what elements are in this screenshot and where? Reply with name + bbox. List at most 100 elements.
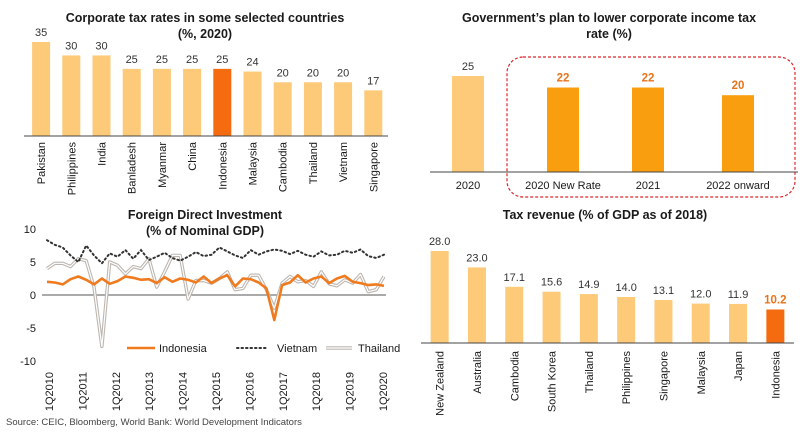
bar-thailand bbox=[303, 82, 322, 136]
x-tick-1q2017: 1Q2017 bbox=[278, 372, 290, 411]
bar-philippines bbox=[62, 55, 81, 136]
corporate-tax-chart: Corporate tax rates in some selected cou… bbox=[24, 11, 388, 195]
value-label-singapore: 13.1 bbox=[653, 285, 674, 297]
value-label-philippines: 14.0 bbox=[615, 282, 636, 294]
value-label-indonesia: 25 bbox=[216, 54, 228, 66]
category-label-south-korea: South Korea bbox=[547, 350, 559, 412]
chart2-title-line1: Government’s plan to lower corporate inc… bbox=[462, 11, 756, 25]
category-label-singapore: Singapore bbox=[658, 351, 670, 401]
bar-cambodia bbox=[505, 286, 524, 343]
bar-banladesh bbox=[122, 68, 141, 136]
value-label-2020-new-rate: 22 bbox=[557, 73, 570, 85]
bar-india bbox=[92, 55, 111, 136]
chart2-title-line2: rate (%) bbox=[586, 27, 632, 41]
bar-myanmar bbox=[152, 68, 171, 136]
value-label-south-korea: 15.6 bbox=[541, 277, 562, 289]
y-tick-0: 0 bbox=[30, 290, 36, 302]
x-tick-1q2016: 1Q2016 bbox=[244, 372, 256, 411]
category-label-japan: Japan bbox=[733, 351, 745, 381]
bar-indonesia bbox=[213, 68, 232, 136]
value-label-cambodia: 17.1 bbox=[504, 272, 525, 284]
category-label-singapore: Singapore bbox=[368, 142, 380, 192]
category-label-vietnam: Vietnam bbox=[338, 142, 350, 182]
category-label-pakistan: Pakistan bbox=[36, 142, 48, 184]
series-line-indonesia bbox=[46, 273, 385, 322]
category-label-2022-onward: 2022 onward bbox=[706, 180, 770, 192]
x-tick-1q2011: 1Q2011 bbox=[77, 372, 89, 410]
value-label-banladesh: 25 bbox=[126, 54, 138, 66]
value-label-2021: 22 bbox=[642, 73, 655, 85]
value-label-2020: 25 bbox=[462, 61, 474, 73]
tax-revenue-chart: Tax revenue (% of GDP as of 2018) 28.0 Ne… bbox=[421, 208, 794, 416]
bar-singapore bbox=[654, 299, 673, 343]
x-tick-1q2014: 1Q2014 bbox=[178, 372, 190, 411]
category-label-china: China bbox=[187, 141, 199, 171]
x-tick-1q2018: 1Q2018 bbox=[311, 372, 323, 411]
fdi-chart: Foreign Direct Investment (% of Nominal … bbox=[20, 208, 400, 411]
category-label-indonesia: Indonesia bbox=[217, 141, 229, 190]
value-label-philippines: 30 bbox=[65, 40, 77, 52]
value-label-indonesia: 10.2 bbox=[764, 294, 786, 306]
bar-south-korea bbox=[542, 291, 561, 343]
value-label-china: 25 bbox=[186, 54, 198, 66]
category-label-malaysia: Malaysia bbox=[696, 350, 708, 394]
chart2-highlight-box bbox=[506, 56, 796, 198]
y-tick-5: 5 bbox=[30, 257, 36, 269]
value-label-thailand: 14.9 bbox=[578, 279, 599, 291]
category-label-2020-new-rate: 2020 New Rate bbox=[525, 180, 601, 192]
value-label-cambodia: 20 bbox=[277, 67, 289, 79]
chart3-title-line1: Foreign Direct Investment bbox=[128, 208, 283, 222]
chart3-title-line2: (% of Nominal GDP) bbox=[146, 224, 264, 238]
bar-australia bbox=[467, 267, 486, 343]
bar-singapore bbox=[364, 90, 383, 136]
category-label-australia: Australia bbox=[472, 350, 484, 394]
x-tick-1q2020: 1Q2020 bbox=[378, 372, 390, 411]
bar-2020-new-rate bbox=[547, 87, 579, 172]
bar-philippines bbox=[617, 297, 636, 343]
x-tick-1q2012: 1Q2012 bbox=[111, 372, 123, 411]
source-note: Source: CEIC, Bloomberg, World Bank: Wor… bbox=[6, 417, 302, 428]
value-label-2022-onward: 20 bbox=[732, 80, 745, 92]
category-label-thailand: Thailand bbox=[308, 142, 320, 184]
category-label-cambodia: Cambodia bbox=[509, 350, 521, 401]
bar-malaysia bbox=[691, 303, 710, 343]
value-label-pakistan: 35 bbox=[35, 27, 47, 39]
value-label-myanmar: 25 bbox=[156, 54, 168, 66]
x-tick-1q2013: 1Q2013 bbox=[144, 372, 156, 411]
bar-cambodia bbox=[273, 82, 292, 136]
bar-vietnam bbox=[334, 82, 353, 136]
chart1-title-line2: (%, 2020) bbox=[178, 27, 232, 41]
category-label-philippines: Philippines bbox=[621, 351, 633, 405]
category-label-2021: 2021 bbox=[636, 180, 660, 192]
category-label-myanmar: Myanmar bbox=[157, 142, 169, 188]
chart3-legend: Indonesia Vietnam Thailand bbox=[127, 343, 400, 355]
legend-label-indonesia: Indonesia bbox=[159, 343, 208, 355]
x-tick-1q2010: 1Q2010 bbox=[44, 372, 56, 411]
legend-label-thailand: Thailand bbox=[358, 343, 400, 355]
category-label-2020: 2020 bbox=[456, 180, 480, 192]
bar-malaysia bbox=[243, 71, 262, 136]
value-label-india: 30 bbox=[95, 40, 107, 52]
category-label-malaysia: Malaysia bbox=[248, 141, 260, 185]
bar-indonesia bbox=[766, 309, 785, 343]
chart4-title: Tax revenue (% of GDP as of 2018) bbox=[503, 208, 707, 222]
value-label-malaysia: 24 bbox=[246, 57, 258, 69]
y-tick-5: -5 bbox=[26, 323, 36, 335]
value-label-vietnam: 20 bbox=[337, 67, 349, 79]
value-label-australia: 23.0 bbox=[466, 252, 487, 264]
value-label-new-zealand: 28.0 bbox=[429, 236, 450, 248]
series-line-thailand bbox=[46, 253, 386, 349]
category-label-india: India bbox=[97, 141, 109, 166]
bar-2021 bbox=[632, 87, 664, 172]
category-label-indonesia: Indonesia bbox=[770, 350, 782, 399]
y-tick-10: 10 bbox=[24, 224, 36, 236]
value-label-malaysia: 12.0 bbox=[690, 289, 711, 301]
bar-2022-onward bbox=[722, 95, 754, 172]
bar-japan bbox=[729, 303, 748, 343]
category-label-thailand: Thailand bbox=[584, 351, 596, 393]
category-label-banladesh: Banladesh bbox=[127, 142, 139, 194]
chart1-title-line1: Corporate tax rates in some selected cou… bbox=[66, 11, 345, 25]
series-line-vietnam bbox=[46, 239, 385, 265]
bar-china bbox=[183, 68, 202, 136]
